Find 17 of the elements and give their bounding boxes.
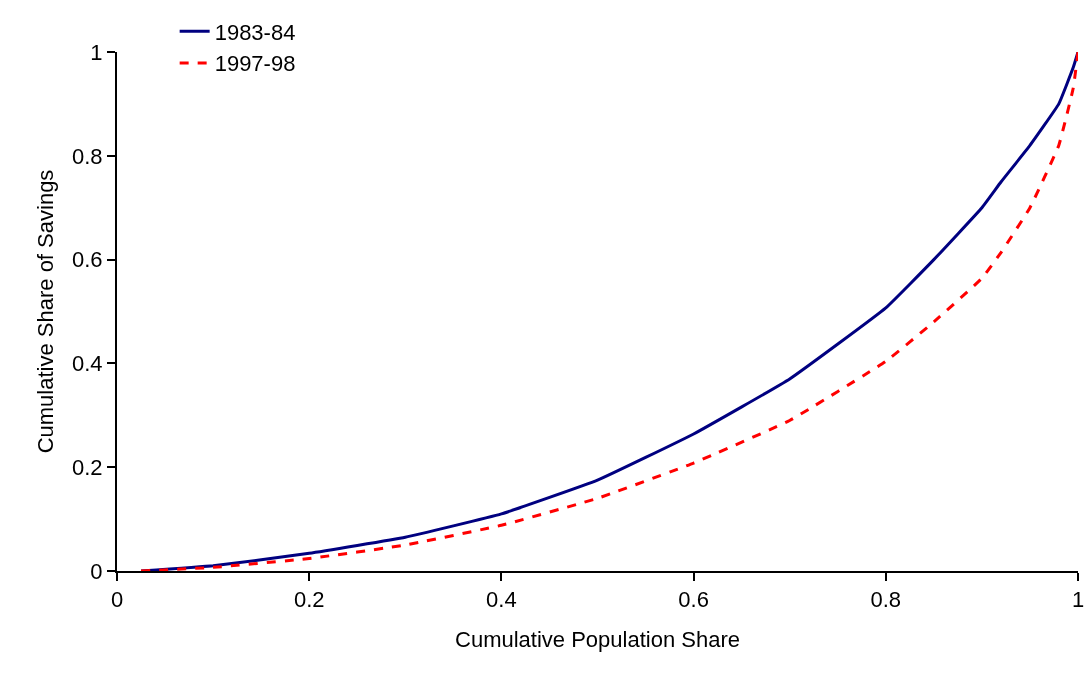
line-series [139, 52, 1078, 571]
y-tick-label: 0.4 [72, 351, 103, 377]
x-tick-label: 1 [1071, 587, 1085, 613]
x-tick-label: 0 [110, 587, 124, 613]
x-tick-label: 0.4 [486, 587, 517, 613]
y-tick-label: 0.2 [72, 454, 103, 480]
y-tick-label: 0 [90, 558, 103, 584]
x-axis-title: Cumulative Population Share [455, 626, 740, 652]
x-tick-label: 0.8 [870, 587, 902, 613]
legend-label: 1997-98 [214, 51, 296, 77]
x-tick-label: 0.6 [678, 587, 709, 613]
legend-label: 1983-84 [214, 19, 296, 45]
y-axis-title: Cumulative Share of Savings [33, 169, 59, 454]
y-tick-label: 0.8 [72, 143, 103, 169]
y-tick-label: 0.6 [72, 247, 103, 273]
x-tick-label: 0.2 [293, 587, 325, 613]
y-tick-label: 1 [90, 39, 103, 65]
